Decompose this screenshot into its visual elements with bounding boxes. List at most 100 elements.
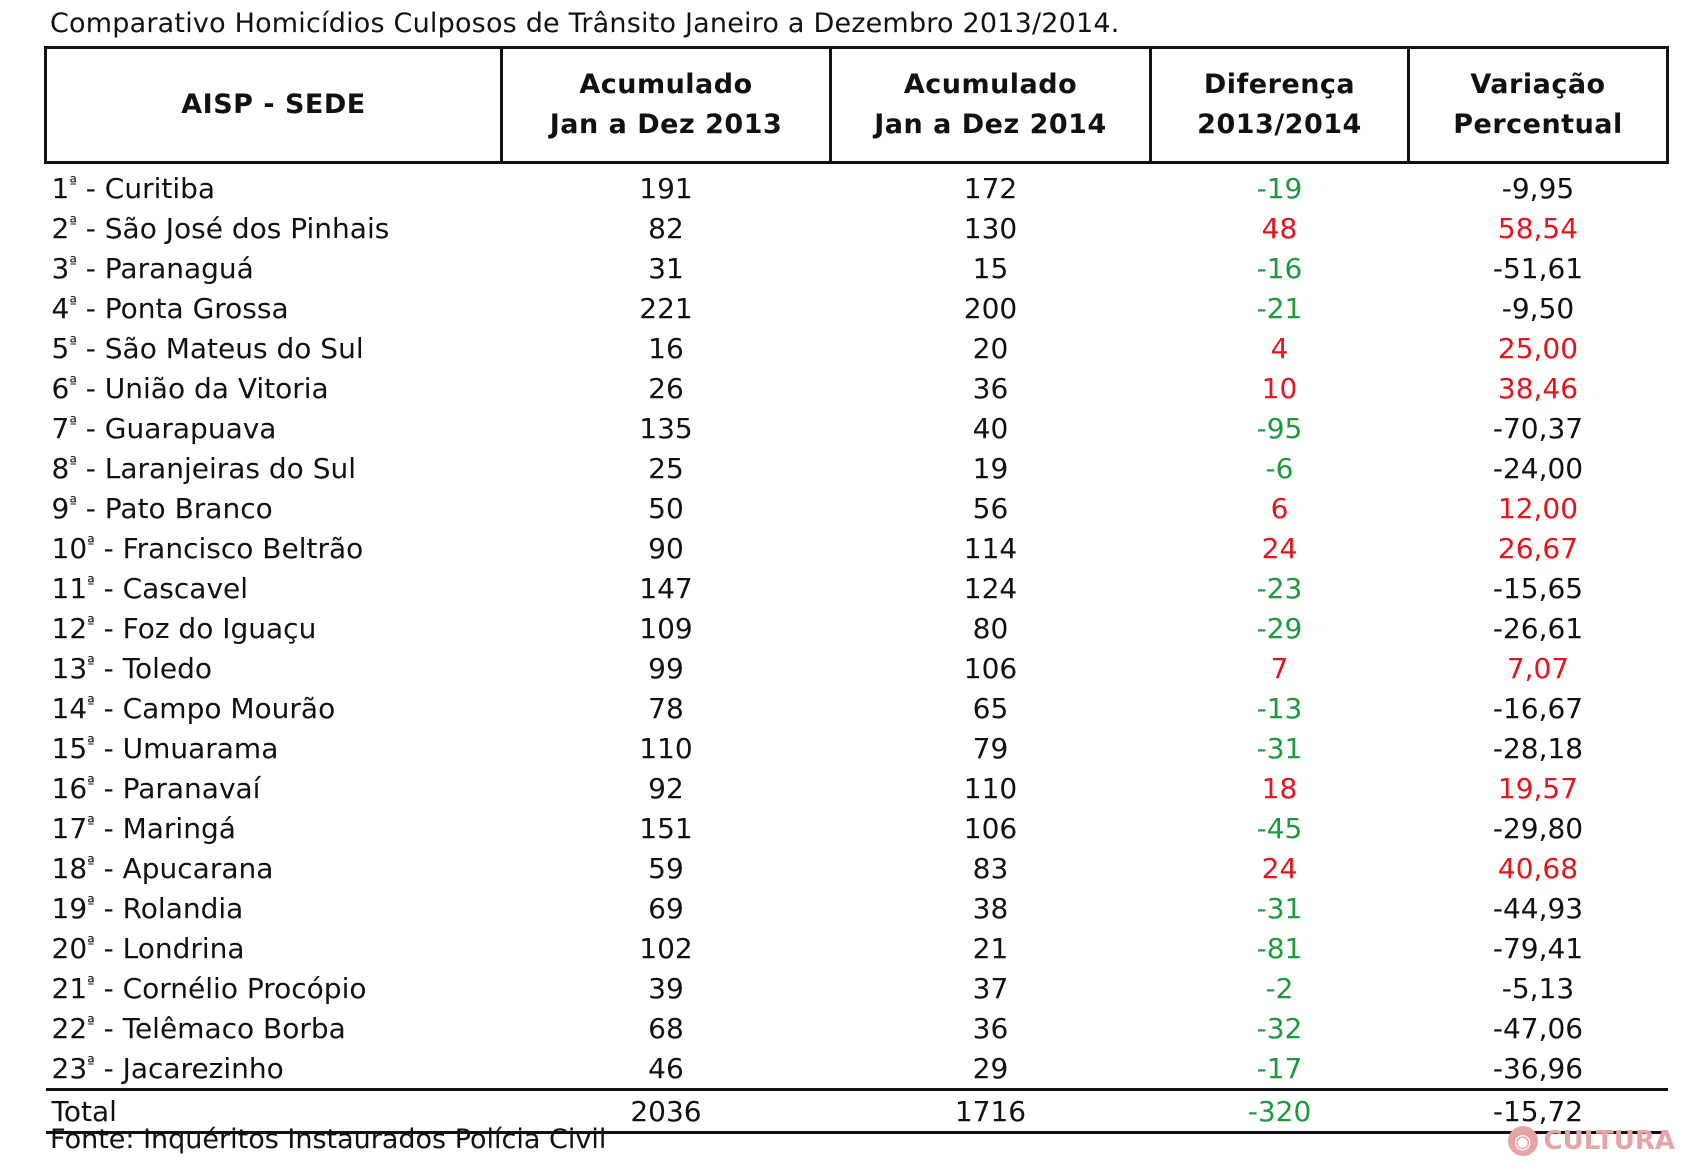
table-row: 13ª - Toledo 99 106 7 7,07 bbox=[46, 648, 1668, 688]
aisp-name-cell: 17ª - Maringá bbox=[46, 808, 502, 848]
watermark-text: CULTURA bbox=[1543, 1126, 1675, 1156]
aisp-number: 18 bbox=[51, 851, 88, 885]
difference-cell: -31 bbox=[1256, 891, 1303, 925]
difference-cell: 18 bbox=[1261, 771, 1298, 805]
aisp-name-cell: 11ª - Cascavel bbox=[46, 568, 502, 608]
aisp-name-cell: 18ª - Apucarana bbox=[46, 848, 502, 888]
aisp-name: - Guarapuava bbox=[76, 411, 277, 445]
aisp-name-cell: 20ª - Londrina bbox=[46, 928, 502, 968]
value-2013-cell: 69 bbox=[648, 891, 684, 925]
total-2014: 1716 bbox=[830, 1088, 1151, 1134]
aisp-number: 4 bbox=[51, 291, 70, 325]
aisp-name: - Pato Branco bbox=[76, 491, 273, 525]
aisp-name-cell: 9ª - Pato Branco bbox=[46, 488, 502, 528]
value-2013-cell: 59 bbox=[648, 851, 684, 885]
aisp-name-cell: 8ª - Laranjeiras do Sul bbox=[46, 448, 502, 488]
aisp-ordinal: ª bbox=[87, 692, 95, 712]
aisp-name-cell: 12ª - Foz do Iguaçu bbox=[46, 608, 502, 648]
percent-variation-cell: 19,57 bbox=[1497, 771, 1579, 805]
aisp-name-cell: 13ª - Toledo bbox=[46, 648, 502, 688]
aisp-ordinal: ª bbox=[87, 932, 95, 952]
aisp-number: 8 bbox=[51, 451, 70, 485]
aisp-number: 3 bbox=[51, 251, 70, 285]
aisp-name: - União da Vitoria bbox=[76, 371, 329, 405]
value-2014-cell: 37 bbox=[972, 971, 1009, 1005]
value-2013-cell: 109 bbox=[639, 611, 693, 645]
column-header-line2: 2013/2014 bbox=[1197, 109, 1362, 140]
aisp-ordinal: ª bbox=[69, 292, 77, 312]
aisp-ordinal: ª bbox=[69, 412, 77, 432]
table-row: 1ª - Curitiba 191 172 -19 -9,95 bbox=[46, 163, 1668, 209]
value-2013-cell: 221 bbox=[639, 291, 693, 325]
aisp-number: 2 bbox=[51, 211, 70, 245]
percent-variation-cell: -5,13 bbox=[1501, 971, 1575, 1005]
value-2013-cell: 68 bbox=[648, 1011, 684, 1045]
difference-cell: 7 bbox=[1270, 651, 1289, 685]
percent-variation-cell: -51,61 bbox=[1492, 251, 1584, 285]
table-row: 18ª - Apucarana 59 83 24 40,68 bbox=[46, 848, 1668, 888]
aisp-name-cell: 5ª - São Mateus do Sul bbox=[46, 328, 502, 368]
difference-cell: 4 bbox=[1270, 331, 1289, 365]
value-2013-cell: 147 bbox=[639, 571, 693, 605]
percent-variation-cell: -79,41 bbox=[1492, 931, 1584, 965]
percent-variation-cell: 25,00 bbox=[1497, 331, 1579, 365]
value-2014-cell: 65 bbox=[972, 691, 1009, 725]
aisp-ordinal: ª bbox=[87, 892, 95, 912]
difference-cell: 24 bbox=[1261, 531, 1298, 565]
total-label: Total bbox=[45, 1088, 502, 1134]
total-pct: -15,72 bbox=[1408, 1088, 1668, 1134]
column-header-1: Acumulado Jan a Dez 2013 bbox=[500, 46, 832, 164]
aisp-name-cell: 19ª - Rolandia bbox=[46, 888, 502, 928]
aisp-name: - Foz do Iguaçu bbox=[94, 611, 317, 645]
aisp-number: 22 bbox=[51, 1011, 88, 1045]
value-2013-cell: 92 bbox=[648, 771, 684, 805]
aisp-name-cell: 10ª - Francisco Beltrão bbox=[46, 528, 502, 568]
value-2013-cell: 46 bbox=[648, 1051, 684, 1085]
difference-cell: 10 bbox=[1261, 371, 1298, 405]
aisp-name: - Campo Mourão bbox=[94, 691, 336, 725]
value-2014-cell: 56 bbox=[972, 491, 1009, 525]
aisp-name: - Rolandia bbox=[94, 891, 244, 925]
aisp-ordinal: ª bbox=[69, 332, 77, 352]
aisp-name-cell: 15ª - Umuarama bbox=[46, 728, 502, 768]
table-row: 20ª - Londrina 102 21 -81 -79,41 bbox=[46, 928, 1668, 968]
column-header-line2: Jan a Dez 2013 bbox=[549, 109, 783, 140]
aisp-number: 20 bbox=[51, 931, 88, 965]
value-2014-cell: 19 bbox=[972, 451, 1009, 485]
aisp-name: - Cascavel bbox=[94, 571, 249, 605]
value-2014-cell: 106 bbox=[963, 811, 1018, 845]
table-row: 14ª - Campo Mourão 78 65 -13 -16,67 bbox=[46, 688, 1668, 728]
value-2013-cell: 110 bbox=[639, 731, 693, 765]
aisp-ordinal: ª bbox=[87, 812, 95, 832]
aisp-name: - Apucarana bbox=[94, 851, 274, 885]
column-header-line1: AISP - SEDE bbox=[181, 89, 366, 120]
column-header-line1: Diferença bbox=[1203, 69, 1356, 100]
aisp-ordinal: ª bbox=[87, 652, 95, 672]
value-2014-cell: 114 bbox=[963, 531, 1018, 565]
total-2013: 2036 bbox=[501, 1088, 831, 1134]
table-row: 16ª - Paranavaí 92 110 18 19,57 bbox=[46, 768, 1668, 808]
aisp-ordinal: ª bbox=[69, 172, 77, 192]
aisp-name-cell: 6ª - União da Vitoria bbox=[46, 368, 502, 408]
aisp-ordinal: ª bbox=[87, 612, 95, 632]
aisp-name-cell: 14ª - Campo Mourão bbox=[46, 688, 502, 728]
table-row: 19ª - Rolandia 69 38 -31 -44,93 bbox=[46, 888, 1668, 928]
table-row: 23ª - Jacarezinho 46 29 -17 -36,96 bbox=[46, 1048, 1668, 1090]
table-body: 1ª - Curitiba 191 172 -19 -9,95 2ª - São José… bbox=[46, 163, 1668, 1090]
table-row: 6ª - União da Vitoria 26 36 10 38,46 bbox=[46, 368, 1668, 408]
value-2013-cell: 78 bbox=[648, 691, 684, 725]
table-row: 4ª - Ponta Grossa 221 200 -21 -9,50 bbox=[46, 288, 1668, 328]
value-2013-cell: 90 bbox=[648, 531, 684, 565]
aisp-name-cell: 2ª - São José dos Pinhais bbox=[46, 208, 502, 248]
aisp-name: - Umuarama bbox=[94, 731, 279, 765]
aisp-name-cell: 22ª - Telêmaco Borba bbox=[46, 1008, 502, 1048]
aisp-number: 12 bbox=[51, 611, 88, 645]
aisp-name-cell: 16ª - Paranavaí bbox=[46, 768, 502, 808]
value-2013-cell: 16 bbox=[648, 331, 684, 365]
table-row: 5ª - São Mateus do Sul 16 20 4 25,00 bbox=[46, 328, 1668, 368]
table-row: 7ª - Guarapuava 135 40 -95 -70,37 bbox=[46, 408, 1668, 448]
difference-cell: -81 bbox=[1256, 931, 1303, 965]
aisp-ordinal: ª bbox=[69, 212, 77, 232]
table-row: 22ª - Telêmaco Borba 68 36 -32 -47,06 bbox=[46, 1008, 1668, 1048]
aisp-name: - Maringá bbox=[94, 811, 236, 845]
